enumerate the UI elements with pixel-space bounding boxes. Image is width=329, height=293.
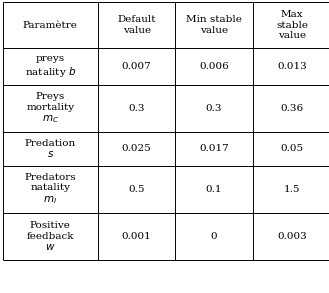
Text: 0.003: 0.003 [277, 232, 307, 241]
Text: Positive
feedback
$w$: Positive feedback $w$ [27, 221, 74, 252]
Text: Paramètre: Paramètre [23, 21, 78, 30]
Text: Min stable
value: Min stable value [186, 15, 242, 35]
Text: 0.013: 0.013 [277, 62, 307, 71]
Text: 0.5: 0.5 [128, 185, 145, 194]
Text: Default
value: Default value [117, 15, 156, 35]
Text: preys
natality $b$: preys natality $b$ [25, 54, 76, 79]
Text: Max
stable
value: Max stable value [276, 10, 308, 40]
Text: 0.001: 0.001 [122, 232, 152, 241]
Text: 0.3: 0.3 [128, 104, 145, 113]
Text: Predation
$s$: Predation $s$ [25, 139, 76, 159]
Text: 0.025: 0.025 [122, 144, 152, 154]
Text: 0.05: 0.05 [281, 144, 304, 154]
Text: 0.017: 0.017 [199, 144, 229, 154]
Text: Predators
natality
$m_I$: Predators natality $m_I$ [25, 173, 76, 206]
Text: 0.1: 0.1 [206, 185, 222, 194]
Text: 0.3: 0.3 [206, 104, 222, 113]
Text: Preys
mortality
$m_C$: Preys mortality $m_C$ [26, 92, 74, 125]
Text: 0.006: 0.006 [199, 62, 229, 71]
Text: 0.36: 0.36 [281, 104, 304, 113]
Text: 0.007: 0.007 [122, 62, 152, 71]
Text: 0: 0 [211, 232, 217, 241]
Text: 1.5: 1.5 [284, 185, 300, 194]
